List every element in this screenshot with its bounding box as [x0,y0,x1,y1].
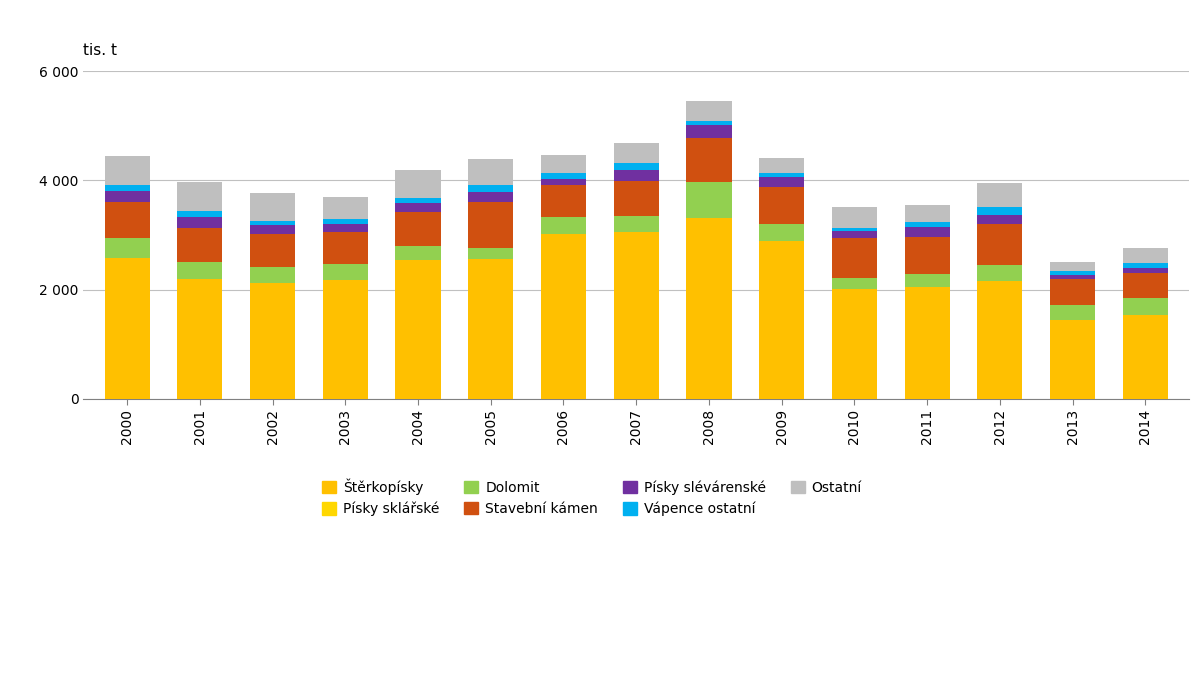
Bar [323,219,368,223]
Bar [832,229,877,232]
Bar [1123,263,1168,268]
Bar [832,207,877,229]
Bar [468,259,513,399]
Bar [105,202,149,238]
Bar [978,215,1022,223]
Bar [250,221,295,225]
Bar [904,237,950,274]
Bar [1123,273,1168,298]
Bar [686,100,732,121]
Bar [395,259,441,399]
Bar [614,170,659,181]
Bar [832,278,877,289]
Bar [323,232,368,264]
Bar [105,191,149,202]
Bar [1050,279,1096,305]
Bar [250,193,295,221]
Bar [468,185,513,191]
Bar [468,191,513,202]
Bar [904,274,950,287]
Bar [760,224,804,241]
Bar [105,238,149,258]
Bar [686,121,732,126]
Bar [760,172,804,177]
Bar [760,177,804,187]
Bar [760,158,804,172]
Bar [1050,270,1096,274]
Bar [760,187,804,224]
Bar [105,156,149,185]
Bar [978,281,1022,399]
Bar [978,223,1022,265]
Bar [832,232,877,238]
Bar [323,280,368,399]
Bar [614,143,659,163]
Bar [614,217,659,232]
Bar [177,181,223,211]
Bar [978,207,1022,215]
Bar [832,289,877,399]
Bar [323,198,368,219]
Bar [1123,248,1168,263]
Bar [541,155,586,172]
Bar [250,268,295,282]
Bar [323,264,368,280]
Bar [250,225,295,234]
Bar [614,232,659,399]
Bar [105,185,149,191]
Bar [177,278,223,399]
Bar [395,170,441,198]
Bar [1050,274,1096,279]
Bar [395,198,441,202]
Bar [904,287,950,399]
Bar [468,159,513,185]
Bar [105,258,149,399]
Bar [395,246,441,259]
Bar [177,217,223,228]
Bar [686,217,732,399]
Bar [177,228,223,262]
Bar [1050,262,1096,270]
Bar [395,212,441,246]
Bar [468,202,513,248]
Bar [832,238,877,278]
Bar [614,181,659,217]
Text: tis. t: tis. t [83,43,118,58]
Bar [686,139,732,182]
Bar [978,265,1022,281]
Bar [541,234,586,399]
Bar [978,183,1022,207]
Bar [177,262,223,278]
Bar [760,241,804,399]
Bar [1123,298,1168,315]
Bar [904,205,950,222]
Bar [250,282,295,399]
Bar [541,217,586,234]
Bar [541,172,586,179]
Bar [323,223,368,232]
Bar [1050,320,1096,399]
Bar [1123,268,1168,273]
Bar [177,211,223,217]
Bar [395,202,441,212]
Bar [250,234,295,268]
Bar [904,222,950,227]
Bar [541,179,586,185]
Bar [1123,315,1168,399]
Bar [541,185,586,217]
Bar [614,163,659,170]
Legend: Štěrkopísky, Písky sklářské, Dolomit, Stavební kámen, Písky slévárenské, Vápence: Štěrkopísky, Písky sklářské, Dolomit, St… [315,471,869,523]
Bar [1050,305,1096,320]
Bar [468,248,513,259]
Bar [686,182,732,217]
Bar [686,126,732,139]
Bar [904,227,950,237]
